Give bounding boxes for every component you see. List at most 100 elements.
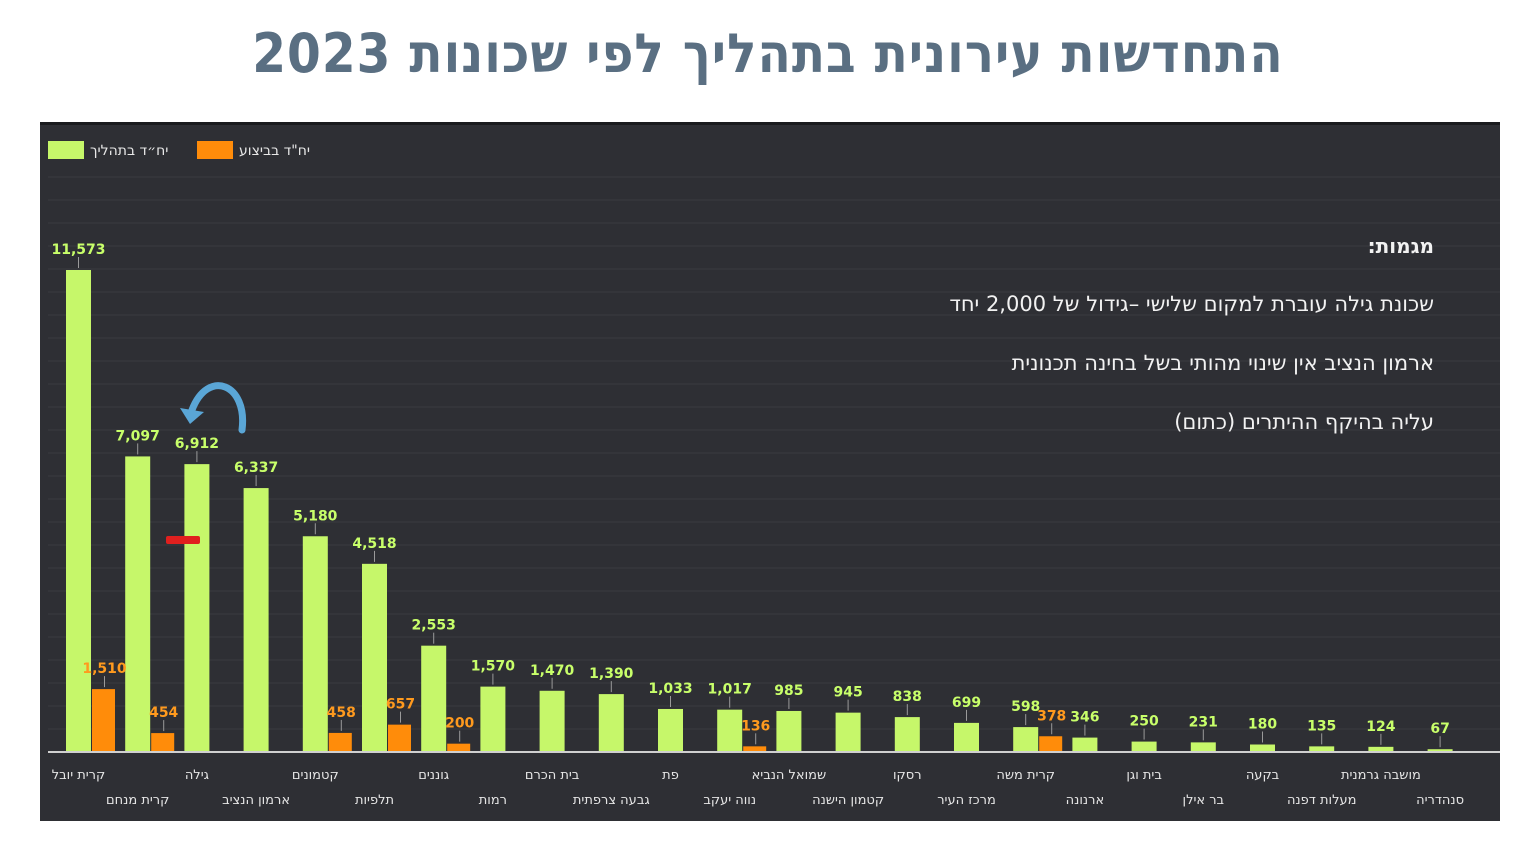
bar-in-process [658, 708, 683, 752]
category-label: גבעה צרפתית [573, 793, 650, 808]
bar-in-process [302, 536, 328, 752]
value-label-in-execution: 657 [386, 697, 415, 713]
category-label: בית וגן [1126, 768, 1162, 783]
bar-in-process [480, 686, 506, 752]
bar-in-process [717, 709, 743, 752]
bar-in-process [1368, 746, 1394, 752]
category-label: קרית משה [996, 768, 1055, 783]
category-label: ארמון הנציב [222, 793, 290, 808]
bar-in-process [1309, 746, 1335, 752]
category-label: פת [662, 768, 679, 783]
value-label-in-process: 7,097 [116, 428, 160, 444]
value-label-in-process: 4,518 [352, 536, 396, 552]
category-label: קרית מנחם [106, 793, 169, 808]
bar-in-execution [92, 689, 115, 752]
legend-swatch-in-process [48, 141, 84, 159]
legend-swatch-in-execution [197, 141, 233, 159]
value-label-in-process: 1,390 [589, 666, 634, 682]
page-title: התחדשות עירונית בתהליך לפי שכונות 2023 [252, 22, 1284, 85]
gridlines [48, 176, 1500, 730]
category-label: בית הכרם [525, 768, 579, 783]
value-label-in-process: 135 [1307, 718, 1336, 734]
category-label: בקעה [1246, 768, 1279, 783]
bar-in-process [1131, 741, 1157, 752]
category-label: מושבה גרמנית [1341, 768, 1421, 783]
category-label: קרית יובל [52, 768, 106, 783]
chart-panel [40, 122, 1500, 821]
bar-in-process [1013, 727, 1039, 752]
category-label: רמות [479, 793, 507, 808]
value-label-in-process: 6,337 [234, 460, 278, 476]
bar-in-process [1190, 742, 1216, 752]
value-label-in-execution: 1,510 [82, 661, 127, 677]
category-label: בר אילן [1183, 793, 1225, 808]
trends-heading: מגמות: [1367, 234, 1434, 258]
category-label: מרכז העיר [937, 793, 996, 808]
gila-curved-arrow-icon [180, 382, 247, 434]
value-label-in-process: 250 [1129, 714, 1158, 730]
value-label-in-process: 699 [952, 695, 981, 711]
bar-in-process [243, 488, 269, 752]
value-label-in-process: 5,180 [293, 508, 338, 524]
bar-in-execution [151, 733, 175, 752]
value-label-in-execution: 200 [445, 716, 474, 732]
value-label-in-process: 945 [833, 685, 862, 701]
value-label-in-process: 838 [893, 689, 922, 705]
value-label-in-execution: 378 [1037, 708, 1066, 724]
bar-in-process [539, 690, 565, 752]
category-label: תלפיות [355, 793, 394, 808]
value-label-in-execution: 458 [327, 705, 356, 721]
bar-in-process [184, 464, 210, 752]
legend-label-in-execution: יח"ד בביצוע [239, 143, 310, 159]
bar-in-execution [1039, 736, 1063, 752]
bar-in-execution [388, 724, 411, 752]
value-label-in-process: 598 [1011, 699, 1040, 715]
value-label-in-process: 2,553 [412, 618, 456, 634]
bar-in-process [1072, 737, 1098, 752]
category-label: סנהדריה [1416, 793, 1464, 808]
bar-in-process [1250, 744, 1275, 752]
trend-line-1: שכונת גילה עוברת למקום שלישי –גידול של 2… [949, 292, 1434, 316]
category-label: שמואל הנביא [752, 768, 827, 783]
category-label: קטמון הישנה [812, 793, 884, 808]
value-label-in-process: 346 [1070, 710, 1099, 726]
category-label: גוננים [418, 768, 449, 783]
bar-in-process [125, 456, 151, 752]
value-label-in-process: 1,570 [471, 659, 516, 675]
value-label-in-process: 1,033 [648, 681, 692, 697]
value-labels: 11,573 1,510 7,097 454 6,912 6,337 5,180 458 4,5… [51, 242, 1449, 737]
gila-red-marker [166, 536, 200, 544]
value-label-in-process: 985 [774, 683, 803, 699]
bar-in-process [776, 710, 802, 752]
value-label-in-process: 124 [1366, 719, 1395, 735]
category-label: גילה [185, 768, 209, 783]
bar-in-process [598, 694, 624, 752]
trend-line-3: עליה בהיקף ההיתרים (כתום) [1174, 410, 1434, 434]
bar-in-process [362, 563, 387, 752]
value-label-in-execution: 136 [741, 718, 770, 734]
category-label: מעלות דפנה [1287, 793, 1357, 808]
bar-in-process [954, 722, 979, 752]
value-label-in-process: 180 [1248, 717, 1277, 733]
legend: יח״ד בתהליך יח"ד בביצוע [48, 141, 310, 159]
category-label: נווה יעקב [703, 793, 756, 808]
bar-chart: יח״ד בתהליך יח"ד בביצוע 11,573 1,510 7,097… [48, 141, 1500, 808]
bar-in-process [835, 712, 861, 752]
bar-in-process [421, 645, 447, 752]
bar-in-execution [447, 743, 471, 752]
category-label: רסקו [893, 768, 922, 783]
value-label-in-process: 1,470 [530, 663, 575, 679]
value-label-in-execution: 454 [149, 705, 178, 721]
bar-in-process [66, 270, 91, 752]
bar-in-process [1427, 749, 1453, 752]
value-label-in-process: 6,912 [175, 436, 219, 452]
category-label: קטמונים [292, 768, 339, 783]
value-label-in-process: 1,017 [708, 682, 752, 698]
trend-line-2: ארמון הנציב אין שינוי מהותי בשל בחינה תכ… [1011, 351, 1434, 375]
value-label-in-process: 11,573 [51, 242, 105, 258]
bar-in-process [894, 717, 920, 752]
bar-in-execution [743, 746, 767, 752]
category-label: ארנונה [1066, 793, 1104, 808]
value-label-in-process: 231 [1189, 714, 1218, 730]
